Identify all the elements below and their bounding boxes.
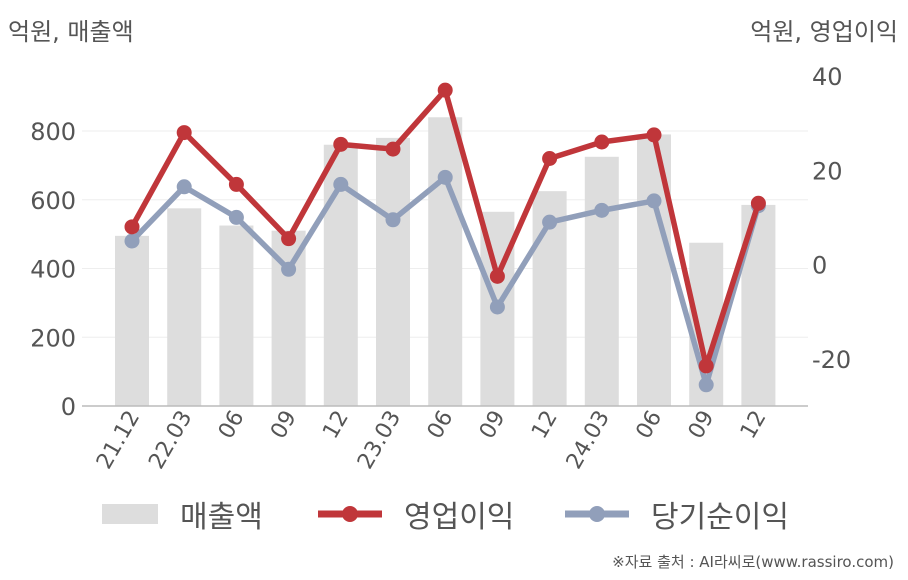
x-axis-tick-label: 21.12 xyxy=(92,407,145,474)
point-operating-profit xyxy=(594,134,610,150)
x-axis-tick-label: 06 xyxy=(632,407,668,444)
left-axis-tick-label: 600 xyxy=(30,187,76,215)
point-net-income xyxy=(542,214,558,230)
x-axis-tick-label: 12 xyxy=(736,407,772,444)
left-axis-tick-label: 800 xyxy=(30,118,76,146)
point-net-income xyxy=(594,202,610,218)
legend-swatch-bar xyxy=(102,504,158,524)
legend-item-net-income: 당기순이익 xyxy=(565,492,789,536)
point-net-income xyxy=(124,233,140,249)
legend-item-operating-profit: 영업이익 xyxy=(318,492,514,536)
point-net-income xyxy=(698,377,714,393)
legend-swatch-line-red xyxy=(318,506,382,522)
point-operating-profit xyxy=(437,82,453,98)
left-axis-tick-label: 400 xyxy=(30,256,76,284)
point-net-income xyxy=(437,169,453,185)
bar-revenue xyxy=(167,208,202,406)
point-operating-profit xyxy=(750,195,766,211)
right-axis-unit-label: 억원, 영업이익 xyxy=(750,18,898,46)
left-axis-unit-label: 억원, 매출액 xyxy=(8,18,134,46)
legend-item-revenue: 매출액 xyxy=(102,492,263,536)
bar-revenue xyxy=(219,225,254,406)
right-axis-tick-label: 0 xyxy=(812,252,827,280)
point-operating-profit xyxy=(228,176,244,192)
x-axis-tick-label: 22.03 xyxy=(144,407,197,474)
x-axis-tick-label: 06 xyxy=(423,407,459,444)
x-axis-tick-label: 09 xyxy=(684,407,720,444)
source-note: ※자료 출처 : AI라씨로(www.rassiro.com) xyxy=(612,553,894,571)
point-net-income xyxy=(646,193,662,209)
point-operating-profit xyxy=(698,358,714,374)
right-axis-tick-label: 40 xyxy=(812,63,843,91)
bar-revenue xyxy=(115,235,149,406)
point-operating-profit xyxy=(646,127,662,143)
point-net-income xyxy=(489,299,505,315)
legend-label-operating-profit: 영업이익 xyxy=(404,500,515,535)
bar-revenue xyxy=(584,156,619,406)
left-axis-tick-label: 0 xyxy=(61,393,76,421)
x-axis-tick-label: 12 xyxy=(527,407,563,444)
x-axis-tick-label: 09 xyxy=(266,407,302,444)
point-operating-profit xyxy=(489,268,505,284)
point-net-income xyxy=(176,179,192,195)
right-axis-tick-label: 20 xyxy=(812,157,843,185)
x-axis-tick-label: 23.03 xyxy=(353,407,406,474)
x-axis-tick-label: 12 xyxy=(318,407,354,444)
point-net-income xyxy=(385,212,401,228)
point-net-income xyxy=(281,261,297,277)
legend-swatch-line-blue xyxy=(565,506,629,522)
right-axis-tick-label: -20 xyxy=(812,346,851,374)
legend-label-net-income: 당기순이익 xyxy=(651,500,789,535)
point-net-income xyxy=(333,176,349,192)
x-axis-tick-label: 24.03 xyxy=(562,407,615,474)
left-axis-tick-label: 200 xyxy=(30,324,76,352)
point-operating-profit xyxy=(333,136,349,152)
point-operating-profit xyxy=(176,125,192,141)
bar-revenue xyxy=(376,137,410,406)
point-operating-profit xyxy=(542,151,558,166)
point-net-income xyxy=(228,209,244,225)
x-axis-tick-label: 06 xyxy=(214,407,250,444)
point-operating-profit xyxy=(124,219,140,235)
point-operating-profit xyxy=(385,141,401,157)
legend-label-revenue: 매출액 xyxy=(180,500,263,535)
bar-revenue xyxy=(428,117,463,406)
point-operating-profit xyxy=(281,231,297,247)
x-axis-tick-label: 09 xyxy=(475,407,511,444)
legend: 매출액 영업이익 당기순이익 xyxy=(0,492,908,536)
